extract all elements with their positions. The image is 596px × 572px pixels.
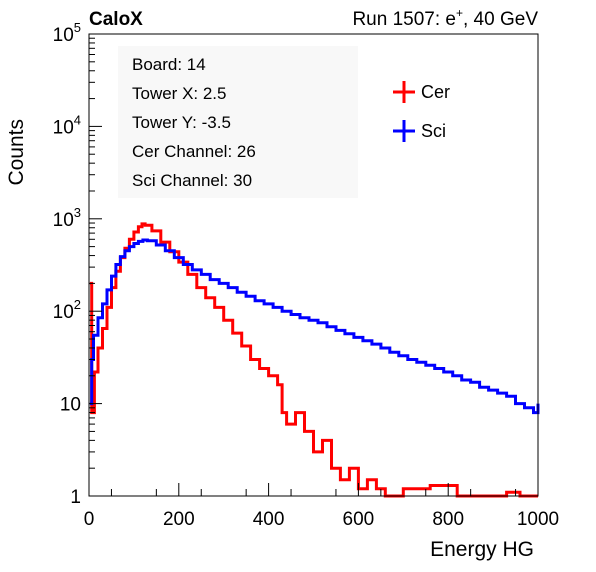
legend: Cer Sci: [393, 81, 450, 142]
series-sci-line: [89, 238, 540, 415]
axis-ticks: 0 200 400 600 800 1000 1 10 102 103 104 105: [53, 20, 560, 530]
legend-label-sci: Sci: [421, 121, 446, 141]
y-tick-label: 10: [60, 395, 81, 416]
x-tick-label: 0: [84, 509, 95, 530]
legend-label-cer: Cer: [421, 82, 450, 102]
x-tick-label: 1000: [517, 509, 559, 530]
info-board: Board: 14: [132, 55, 206, 74]
x-axis-label: Energy HG: [430, 538, 534, 561]
y-tick-label: 103: [53, 205, 81, 231]
x-tick-label: 800: [432, 509, 464, 530]
experiment-label: CaloX: [89, 9, 143, 30]
x-tick-label: 600: [343, 509, 375, 530]
y-tick-label: 104: [53, 112, 81, 138]
info-cer-channel: Cer Channel: 26: [132, 142, 256, 161]
info-tower-x: Tower X: 2.5: [132, 84, 227, 103]
y-tick-label: 105: [53, 20, 81, 46]
plot-frame: [88, 33, 539, 497]
run-label: Run 1507: e+, 40 GeV: [352, 6, 538, 30]
y-axis-label: Counts: [5, 119, 28, 186]
y-tick-label: 1: [70, 487, 81, 508]
info-sci-channel: Sci Channel: 30: [132, 171, 252, 190]
info-tower-y: Tower Y: -3.5: [132, 113, 231, 132]
info-box: [118, 46, 358, 198]
x-tick-label: 400: [253, 509, 285, 530]
x-tick-label: 200: [163, 509, 195, 530]
legend-marker-cer: [393, 81, 415, 103]
y-tick-label: 102: [53, 297, 81, 323]
series-curves: [89, 222, 540, 498]
legend-marker-sci: [393, 120, 415, 142]
